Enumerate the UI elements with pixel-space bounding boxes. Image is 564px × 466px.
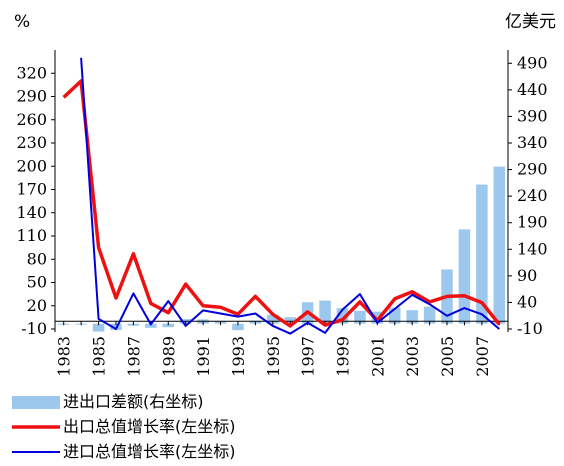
line-series-group (62, 57, 501, 335)
bar-2006 (458, 229, 471, 324)
legend-label: 出口总值增长率(左坐标) (63, 417, 236, 436)
left-tick-label: 320 (16, 63, 47, 82)
x-tick-label: 1985 (90, 336, 109, 377)
left-tick-label: 50 (27, 273, 47, 292)
right-tick-label: 240 (517, 186, 548, 205)
bar-2007 (476, 184, 488, 324)
x-tick-label: 1989 (159, 336, 178, 377)
bar-1996 (284, 317, 296, 324)
legend-swatch-bar (12, 396, 60, 409)
bar-2000 (354, 310, 366, 324)
x-tick-label: 1997 (299, 336, 318, 377)
import-growth-line (80, 57, 500, 335)
x-tick-label: 1987 (124, 336, 143, 377)
x-tick-label: 2003 (403, 336, 422, 377)
left-tick-label: 290 (16, 87, 47, 106)
right-tick-label: 490 (517, 53, 548, 72)
right-tick-label: 290 (517, 160, 548, 179)
axes-group: -10 20 50 80 110 140 170 200 230 260 290 320 -10 40 90… (16, 50, 548, 377)
bar-1999 (336, 308, 349, 324)
right-tick-label: 390 (517, 106, 548, 125)
bar-1985 (92, 323, 105, 332)
bar-1998 (319, 300, 331, 324)
right-tick-label: -10 (517, 319, 543, 338)
bar-1995 (267, 314, 279, 324)
x-tick-label: 1995 (264, 336, 283, 377)
bar-1989 (162, 323, 174, 328)
right-tick-label: 140 (517, 239, 548, 258)
bar-2004 (423, 306, 436, 324)
export-growth-line (62, 79, 501, 328)
left-tick-label: 230 (16, 133, 47, 152)
legend-label: 进口总值增长率(左坐标) (63, 442, 236, 461)
bar-2002 (389, 307, 401, 324)
right-tick-label: 190 (517, 213, 548, 232)
right-tick-label: 340 (517, 133, 548, 152)
left-tick-label: 80 (27, 249, 47, 268)
x-tick-label: 1983 (55, 336, 74, 377)
right-tick-label: 90 (517, 266, 537, 285)
left-tick-label: 110 (16, 226, 47, 245)
bar-1993 (232, 323, 244, 331)
x-tick-label: 2001 (368, 336, 387, 377)
left-tick-label: 170 (16, 180, 47, 199)
x-tick-label: 1991 (194, 336, 213, 377)
left-tick-label: 260 (16, 110, 47, 129)
legend-label: 进出口差额(右坐标) (63, 392, 204, 411)
x-tick-label: 2007 (473, 336, 492, 377)
bar-1988 (145, 323, 157, 328)
left-tick-label: 200 (16, 156, 47, 175)
x-tick-label: 1999 (333, 336, 352, 377)
x-tick-label: 2005 (438, 336, 457, 377)
legend: 进出口差额(右坐标) 出口总值增长率(左坐标) 进口总值增长率(左坐标) (12, 392, 236, 461)
right-tick-label: 40 (517, 292, 537, 311)
left-tick-label: 140 (16, 203, 47, 222)
bar-series-group (57, 166, 506, 332)
left-tick-label: -10 (21, 319, 47, 338)
bar-2003 (406, 310, 418, 324)
bar-2008 (493, 166, 506, 324)
x-tick-label: 1993 (229, 336, 248, 377)
right-tick-label: 440 (517, 80, 548, 99)
right-axis-unit: 亿美元 (505, 12, 556, 32)
left-axis-unit: % (14, 12, 30, 32)
left-tick-label: 20 (27, 296, 47, 315)
